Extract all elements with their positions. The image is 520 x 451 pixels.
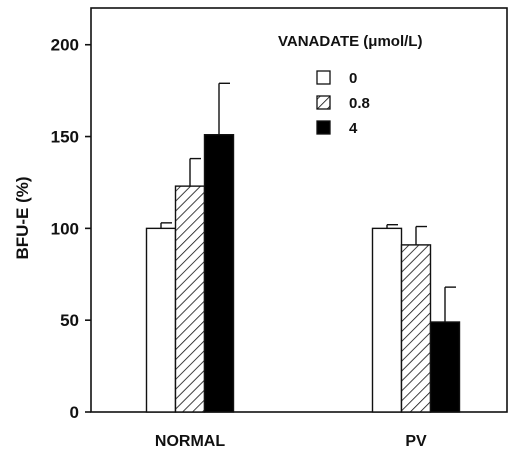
bar-pv-2	[429, 321, 461, 413]
legend-label: 4	[349, 120, 358, 137]
bar-pv-0	[371, 227, 403, 413]
y-tick-label: 100	[51, 219, 79, 238]
legend-swatch	[316, 120, 331, 135]
y-tick-label: 50	[60, 311, 79, 330]
y-tick-label: 150	[51, 128, 79, 147]
bar-normal-0	[145, 227, 177, 413]
category-label: NORMAL	[155, 433, 225, 450]
plot-frame	[90, 7, 508, 413]
legend-title: VANADATE (μmol/L)	[278, 33, 422, 50]
legend-swatch	[316, 95, 331, 110]
y-tick-label: 200	[51, 36, 79, 55]
y-axis-title: BFU-E (%)	[13, 176, 32, 259]
y-tick-label: 0	[70, 403, 79, 422]
bar-normal-1	[174, 185, 206, 413]
legend-label: 0	[349, 70, 357, 87]
bar-normal-2	[203, 134, 235, 413]
bar-pv-1	[400, 244, 432, 413]
legend-label: 0.8	[349, 95, 370, 112]
legend-swatch	[316, 70, 331, 85]
category-label: PV	[405, 433, 427, 450]
